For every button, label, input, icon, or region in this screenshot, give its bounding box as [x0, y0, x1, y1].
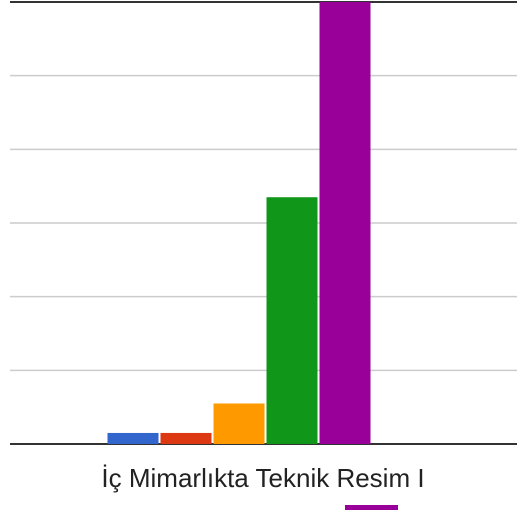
bar — [160, 432, 212, 444]
bar — [319, 2, 371, 444]
x-tick-label: İç Mimarlıkta Teknik Resim I — [101, 463, 424, 493]
bar — [213, 403, 265, 444]
bar — [107, 432, 159, 444]
bar — [266, 197, 318, 444]
legend-swatch — [345, 505, 398, 510]
